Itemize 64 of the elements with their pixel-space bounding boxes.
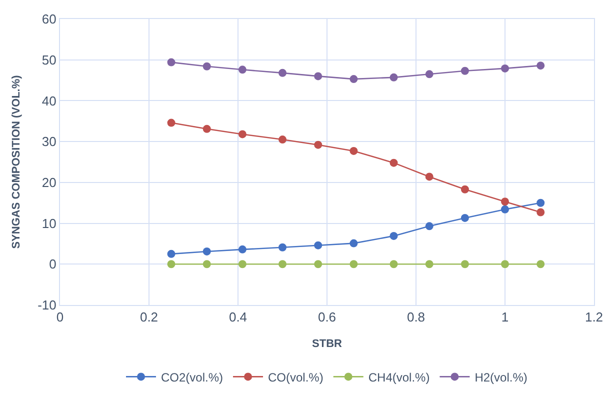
y-tick-label: 50 (42, 52, 56, 68)
y-tick-label: -10 (38, 298, 56, 313)
point (390, 260, 398, 268)
point (460, 66, 469, 75)
point (238, 260, 246, 268)
point (501, 198, 509, 206)
point (202, 124, 211, 133)
x-tick-label: 0.6 (318, 310, 336, 325)
point (314, 140, 322, 149)
point (501, 205, 509, 214)
x-tick-label: 1 (501, 310, 509, 325)
point (460, 260, 469, 268)
point (202, 62, 211, 70)
legend-label: CO(vol.%) (268, 370, 324, 384)
point (167, 260, 176, 268)
point (536, 62, 545, 70)
y-tick-label: 0 (49, 256, 56, 272)
point (314, 72, 322, 80)
y-tick-label: 30 (42, 134, 56, 150)
point (536, 208, 545, 216)
point (460, 214, 469, 222)
point (425, 222, 434, 230)
point (425, 172, 434, 181)
point (278, 243, 286, 252)
x-axis-title: STBR (312, 338, 342, 350)
point (501, 260, 509, 268)
point (350, 239, 358, 248)
y-axis-title: SYNGAS COMPOSITION (VOL.%) (10, 74, 22, 249)
y-tick-label: 60 (42, 12, 56, 27)
y-tick-label: 20 (42, 174, 56, 190)
legend-label: CO2(vol.%) (161, 370, 224, 384)
point (278, 136, 286, 144)
point (501, 64, 509, 72)
x-tick-label: 1.2 (584, 310, 604, 325)
point (238, 130, 246, 138)
point (314, 260, 322, 268)
legend-label: H2(vol.%) (474, 370, 528, 384)
point (314, 241, 322, 250)
point (390, 73, 398, 82)
point (167, 58, 176, 66)
point (390, 232, 398, 240)
point (202, 260, 211, 268)
point (390, 158, 398, 167)
point (536, 260, 545, 268)
point (536, 198, 545, 207)
y-tick-label: 10 (42, 216, 56, 231)
point (425, 70, 434, 78)
point (278, 260, 286, 268)
point (167, 250, 176, 258)
legend-label: CH4(vol.%) (368, 370, 430, 384)
point (202, 247, 211, 256)
point (460, 185, 469, 194)
y-tick-label: 40 (42, 93, 56, 108)
point (167, 118, 176, 127)
x-tick-label: 0.2 (140, 310, 158, 325)
point (350, 146, 358, 155)
x-tick-label: 0.8 (406, 310, 426, 325)
x-tick-label: 0.4 (228, 310, 248, 325)
point (278, 68, 286, 77)
point (238, 245, 246, 254)
point (350, 75, 358, 84)
point (350, 260, 358, 268)
point (425, 260, 434, 268)
point (238, 66, 246, 74)
